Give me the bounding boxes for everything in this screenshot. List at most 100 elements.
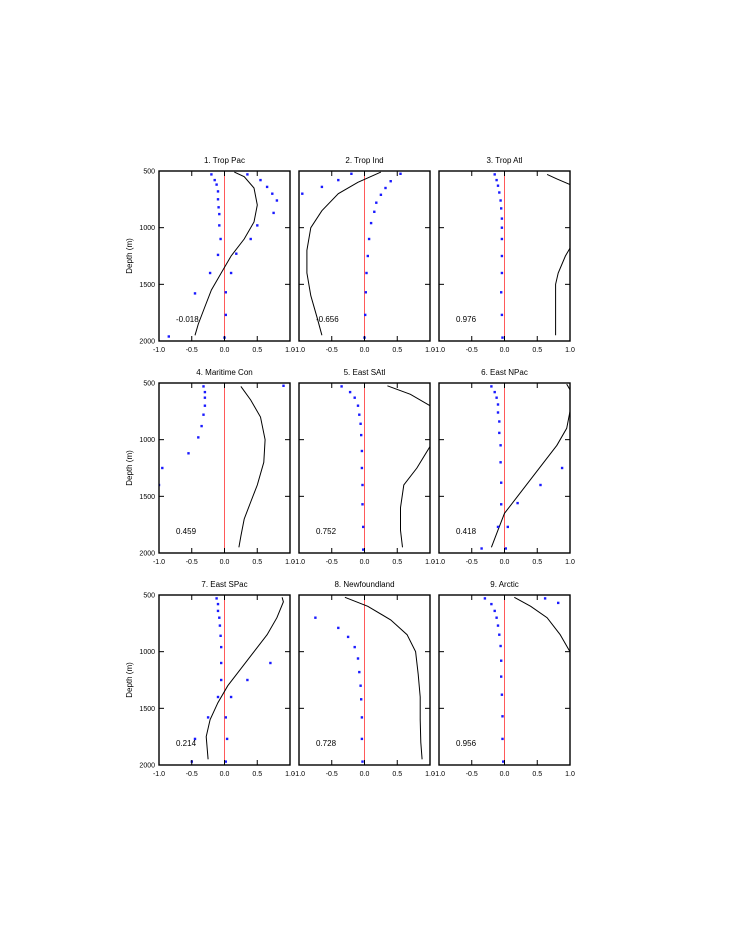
data-point [203,390,207,394]
x-tick-label: 0.0 [500,771,510,778]
profile-curve [546,173,570,186]
plot-area [483,596,570,763]
x-tick-label: -0.5 [186,559,198,566]
data-point [493,609,496,613]
x-tick-label: 0.0 [360,559,370,566]
data-point [197,436,200,439]
x-tick-label: -1.0 [293,771,305,778]
data-point [220,645,223,649]
plot-area [480,383,570,550]
profile-curve [555,247,570,336]
data-point [496,624,500,627]
data-point [500,659,503,662]
data-point [493,390,496,394]
data-point [498,191,501,194]
data-point [495,178,498,182]
data-point [361,483,364,487]
x-tick-label: 1.0 [565,347,575,354]
y-tick-label: 2000 [139,339,155,346]
data-point [203,396,207,399]
x-tick-label: 1.0 [425,559,435,566]
data-point [365,271,368,275]
x-tick-label: 1.0 [425,771,435,778]
data-point [265,185,269,189]
data-point [219,634,222,637]
data-point [389,180,392,183]
x-tick-label: -1.0 [433,771,445,778]
correlation-label: 0.214 [176,739,197,748]
data-point [499,444,502,447]
data-point [495,616,498,619]
data-point [213,178,216,182]
data-point [215,183,218,186]
data-point [225,737,229,741]
data-point [360,716,364,719]
x-tick-label: 1.0 [565,771,575,778]
x-tick-label: 0.0 [500,559,510,566]
data-point [337,626,340,630]
plot-area [159,384,285,548]
data-point [218,224,221,227]
y-tick-label: 2000 [139,551,155,558]
data-point [200,424,203,428]
panel-1: 1. Trop Pac -1.0 -0.5 0.0 0.5 1.0 500 1000 1500 2… [125,156,295,354]
data-point [359,422,362,425]
x-tick-label: -1.0 [153,559,165,566]
y-axis-label: Depth (m) [125,450,134,486]
data-point [500,207,503,210]
data-point [246,173,249,176]
data-point [490,385,493,388]
data-point [504,547,507,550]
data-point [495,396,498,399]
plot-area [301,171,402,339]
x-tick-label: 0.0 [360,347,370,354]
data-point [560,466,564,470]
data-point [353,396,356,399]
x-tick-label: -0.5 [326,559,338,566]
panel-7: 7. East SPac -1.0 -0.5 0.0 0.5 1.0 500 1000 1500… [125,580,295,778]
data-point [500,693,504,696]
data-point [224,291,227,294]
profile-curve [514,596,570,652]
data-point [301,192,304,195]
x-tick-label: 0.0 [220,347,230,354]
data-point [346,635,350,639]
x-tick-label: 0.0 [360,771,370,778]
data-point [360,449,364,453]
profile-curve [205,597,284,760]
x-tick-label: 0.0 [220,559,230,566]
panel-title: 1. Trop Pac [204,156,245,165]
data-point [218,624,222,627]
data-point [384,186,387,190]
correlation-label: 0.418 [456,527,477,536]
data-point [356,404,360,407]
data-point [501,737,504,741]
y-tick-label: 500 [143,381,155,388]
data-point [356,657,360,660]
data-point [361,760,364,763]
data-point [360,466,364,470]
data-point [208,271,212,275]
plot-area [314,596,423,763]
panel-9: 9. Arctic -1.0 -0.5 0.0 0.5 1.0 0.956 [433,580,575,778]
x-tick-label: 0.5 [532,559,542,566]
data-point [216,609,220,613]
data-point [361,503,364,506]
x-tick-label: 0.5 [532,347,542,354]
profile-curve [194,171,258,336]
y-tick-label: 1000 [139,437,155,444]
correlation-label: 0.728 [316,739,337,748]
data-point [500,226,504,229]
data-point [539,483,542,487]
panel-2: 2. Trop Ind -1.0 -0.5 0.0 0.5 1.0 -0.656 [293,156,435,354]
data-point [362,525,365,529]
x-tick-label: -1.0 [433,347,445,354]
correlation-label: 0.956 [456,739,477,748]
data-point [364,291,367,294]
data-point [229,695,233,699]
data-point [501,336,504,339]
y-tick-label: 2000 [139,763,155,770]
data-point [480,547,483,550]
x-tick-label: -0.5 [466,771,478,778]
data-point [369,221,373,225]
